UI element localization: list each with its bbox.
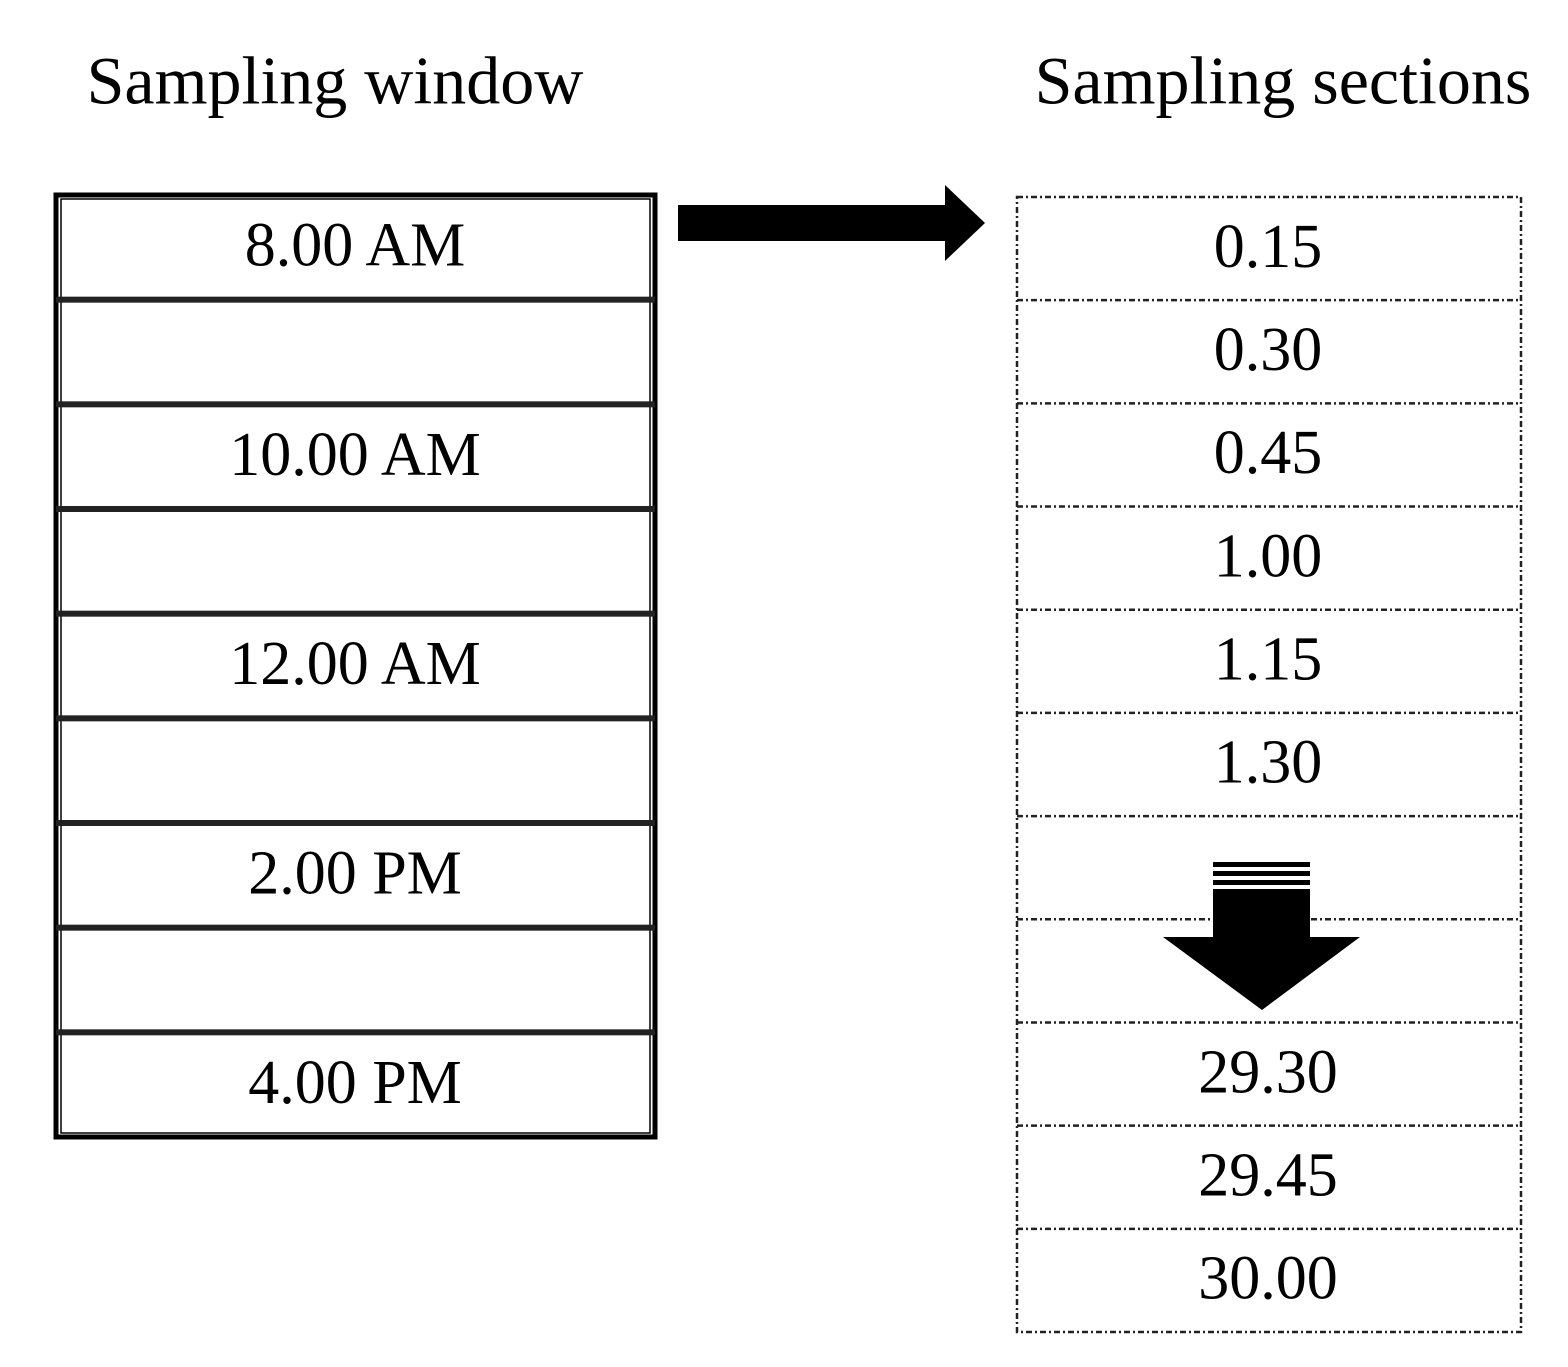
section-cell: 30.00 [1198,1245,1338,1313]
window-title: Sampling window [87,43,584,119]
row-divider [56,506,655,512]
section-cell: 1.00 [1214,522,1323,590]
window-cell: 8.00 AM [245,212,465,280]
window-cell: 4.00 PM [248,1049,462,1117]
row-divider [56,924,655,931]
row-divider [56,820,655,826]
row-divider [56,715,655,722]
row-divider [56,610,655,617]
row-divider [56,296,655,303]
window-cell: 12.00 AM [229,630,480,698]
section-cell: 0.15 [1214,213,1323,281]
section-cell: 29.45 [1198,1141,1338,1209]
sections-title: Sampling sections [1035,43,1532,119]
window-cell: 10.00 AM [229,421,480,489]
sampling-sections: 0.15 0.30 0.45 1.00 1.15 1.30 29.30 29.45 30.00 [1015,195,1523,1334]
row-divider [56,1029,655,1036]
section-cell: 0.30 [1214,316,1323,384]
section-cell: 0.45 [1214,419,1323,487]
section-cell: 1.15 [1214,626,1323,694]
window-cell: 2.00 PM [248,840,462,908]
row-divider [56,401,655,408]
section-cell: 29.30 [1198,1038,1338,1106]
sections-border [1015,195,1523,1334]
window-inner-border [60,198,651,1134]
sampling-window: 8.00 AM 10.00 AM 12.00 AM 2.00 PM 4.00 PM [53,192,658,1140]
down-arrow [1163,862,1360,1010]
section-cell: 1.30 [1214,729,1323,797]
right-arrow [678,185,985,261]
window-border [53,192,658,1140]
